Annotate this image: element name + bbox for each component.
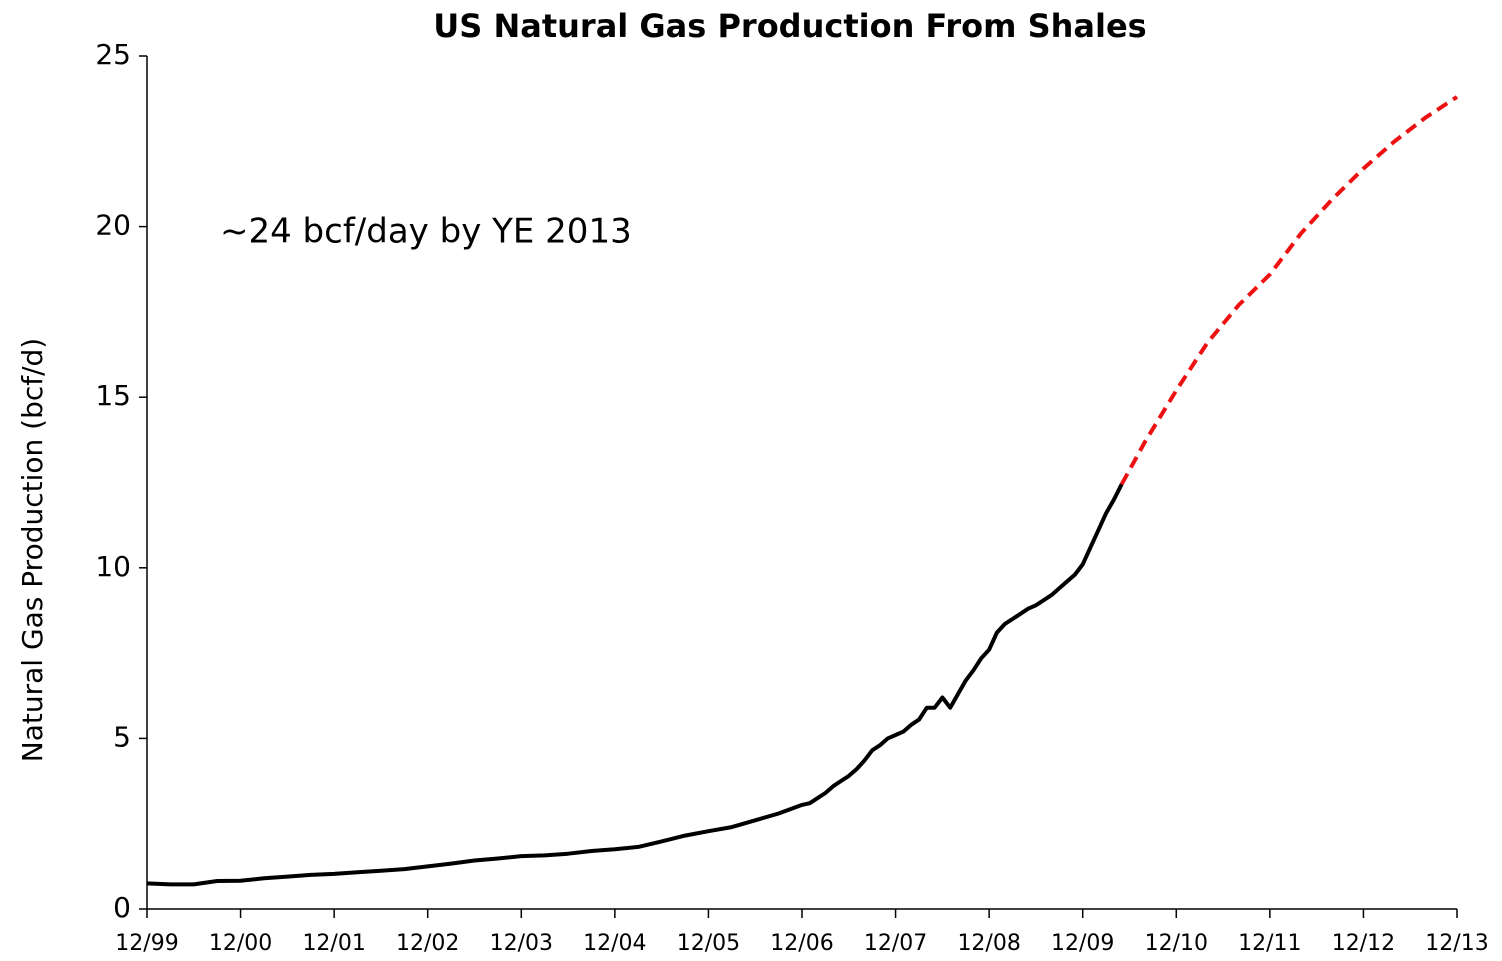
y-tick-label: 10 (95, 550, 131, 583)
y-tick-label: 25 (95, 38, 131, 71)
data-line (146, 483, 1124, 887)
y-tick-label: 0 (113, 891, 131, 924)
x-tick-label: 12/11 (1238, 931, 1301, 956)
x-tick-label: 12/04 (583, 931, 646, 956)
x-tick-label: 12/00 (209, 931, 272, 956)
x-tick-label: 12/06 (770, 931, 833, 956)
x-tick-label: 12/08 (957, 931, 1020, 956)
x-tick-label: 12/05 (677, 931, 740, 956)
x-tick-label: 12/02 (396, 931, 459, 956)
y-axis-label: Natural Gas Production (bcf/d) (16, 338, 49, 762)
y-tick-label: 5 (113, 720, 131, 753)
x-tick-label: 12/99 (115, 931, 178, 956)
x-tick-label: 12/07 (864, 931, 927, 956)
data-line (1119, 95, 1459, 486)
x-tick-label: 12/09 (1051, 931, 1114, 956)
x-tick-label: 12/01 (302, 931, 365, 956)
annotation: ~24 bcf/day by YE 2013 (220, 212, 632, 252)
chart-title: US Natural Gas Production From Shales (433, 7, 1146, 45)
x-tick-label: 12/13 (1425, 931, 1488, 956)
y-tick-label: 15 (95, 379, 131, 412)
x-tick-label: 12/12 (1332, 931, 1395, 956)
y-tick-label: 20 (95, 209, 131, 242)
x-tick-label: 12/10 (1145, 931, 1208, 956)
x-tick-label: 12/03 (490, 931, 553, 956)
